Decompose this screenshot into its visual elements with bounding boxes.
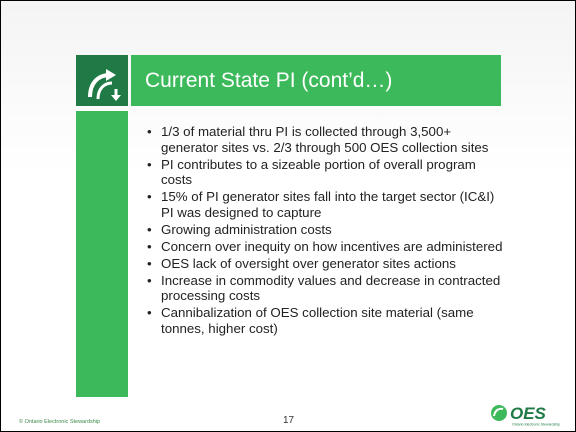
bullet-item: Growing administration costs bbox=[147, 222, 507, 238]
logo-subtext: Ontario Electronic Stewardship bbox=[512, 423, 560, 427]
bullet-item: 1/3 of material thru PI is collected thr… bbox=[147, 124, 507, 155]
icon-box bbox=[76, 55, 128, 106]
logo-text: OES bbox=[510, 404, 547, 423]
bullet-item: PI contributes to a sizeable portion of … bbox=[147, 157, 507, 188]
bullet-item: OES lack of oversight over generator sit… bbox=[147, 256, 507, 272]
oes-logo: OES Ontario Electronic Stewardship bbox=[491, 404, 560, 427]
side-bar bbox=[76, 111, 128, 397]
bullet-item: Cannibalization of OES collection site m… bbox=[147, 305, 507, 336]
copyright: © Ontario Electronic Stewardship bbox=[19, 419, 101, 425]
bullet-item: 15% of PI generator sites fall into the … bbox=[147, 189, 507, 220]
page-number: 17 bbox=[283, 415, 295, 426]
bullet-item: Increase in commodity values and decreas… bbox=[147, 273, 507, 304]
logo-icon bbox=[88, 69, 121, 101]
logo-mark bbox=[491, 405, 507, 421]
bullet-item: Concern over inequity on how incentives … bbox=[147, 239, 507, 255]
bullet-list: 1/3 of material thru PI is collected thr… bbox=[147, 124, 507, 338]
slide-title: Current State PI (cont’d…) bbox=[145, 69, 393, 92]
title-bar: Current State PI (cont’d…) bbox=[131, 55, 501, 106]
logo-arrow bbox=[493, 407, 504, 417]
